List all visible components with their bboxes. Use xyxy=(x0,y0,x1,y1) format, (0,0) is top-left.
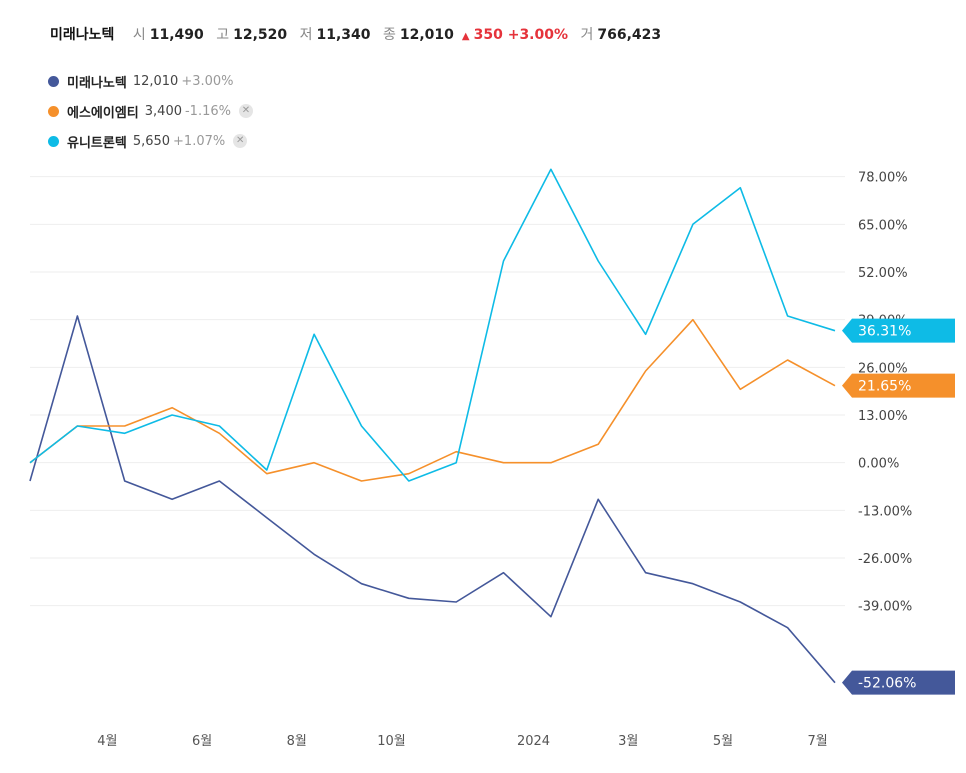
series-line xyxy=(29,318,836,482)
x-tick-label: 7월 xyxy=(808,734,828,749)
y-tick-label: -13.00% xyxy=(858,504,912,519)
legend-price: 3,400 xyxy=(144,103,182,119)
stock-name: 미래나노텍 xyxy=(50,27,115,43)
x-tick-label: 5월 xyxy=(713,734,733,749)
legend-change: +1.07% xyxy=(173,133,226,149)
series-color-dot xyxy=(48,105,59,117)
legend-name: 에스에이엠티 xyxy=(67,105,139,121)
legend-price: 5,650 xyxy=(132,133,171,149)
last-value-flag xyxy=(842,373,955,398)
x-tick-label: 6월 xyxy=(192,734,212,749)
x-tick-label: 3월 xyxy=(618,734,638,749)
series-color-dot xyxy=(48,75,59,87)
x-tick-label: 2024 xyxy=(517,734,550,749)
high-value: 12,520 xyxy=(233,27,288,43)
quote-bar: 미래나노텍 시 11,490 고 12,520 저 11,340 종 12,010 ▲ 35… xyxy=(50,24,669,44)
y-tick-label: -39.00% xyxy=(858,600,912,615)
legend-name: 미래나노텍 xyxy=(67,75,127,91)
last-value-flag xyxy=(842,670,955,695)
legend-item-series-2[interactable]: 에스에이엠티 3,400 -1.16% ✕ xyxy=(48,96,253,126)
close-value: 12,010 xyxy=(399,27,454,43)
volume-label: 거 xyxy=(580,27,594,43)
y-tick-label: 13.00% xyxy=(858,409,908,424)
series-line xyxy=(29,168,836,482)
remove-series-icon[interactable]: ✕ xyxy=(238,104,253,118)
y-tick-label: 0.00% xyxy=(858,457,899,472)
legend-change: +3.00% xyxy=(181,73,234,89)
x-tick-label: 4월 xyxy=(97,734,117,749)
last-value-label: -52.06% xyxy=(858,676,916,692)
chart-legend: 미래나노텍 12,010 +3.00% 에스에이엠티 3,400 -1.16% … xyxy=(48,66,253,156)
last-value-label: 21.65% xyxy=(858,379,911,395)
y-tick-label: 78.00% xyxy=(858,171,908,186)
series-line xyxy=(29,315,836,684)
legend-name: 유니트론텍 xyxy=(67,135,127,151)
open-value: 11,490 xyxy=(149,27,204,43)
x-tick-label: 8월 xyxy=(287,734,307,749)
last-value-label: 36.31% xyxy=(858,324,911,340)
open-label: 시 xyxy=(132,27,146,43)
y-tick-label: 65.00% xyxy=(858,218,908,233)
remove-series-icon[interactable]: ✕ xyxy=(233,134,248,148)
legend-item-series-3[interactable]: 유니트론텍 5,650 +1.07% ✕ xyxy=(48,126,253,156)
legend-price: 12,010 xyxy=(132,73,179,89)
x-tick-label: 10월 xyxy=(377,734,406,749)
high-label: 고 xyxy=(216,27,230,43)
low-value: 11,340 xyxy=(316,27,371,43)
y-tick-label: 26.00% xyxy=(858,361,908,376)
legend-change: -1.16% xyxy=(184,103,231,119)
up-arrow-icon: ▲ xyxy=(461,31,470,42)
series-color-dot xyxy=(48,135,59,147)
y-tick-label: 52.00% xyxy=(858,266,908,281)
change-value: 350 +3.00% xyxy=(473,27,569,43)
last-value-flag xyxy=(842,318,955,343)
volume-value: 766,423 xyxy=(597,27,662,43)
close-label: 종 xyxy=(382,27,396,43)
low-label: 저 xyxy=(299,27,313,43)
y-tick-label: -26.00% xyxy=(858,552,912,567)
legend-item-series-1[interactable]: 미래나노텍 12,010 +3.00% xyxy=(48,66,253,96)
